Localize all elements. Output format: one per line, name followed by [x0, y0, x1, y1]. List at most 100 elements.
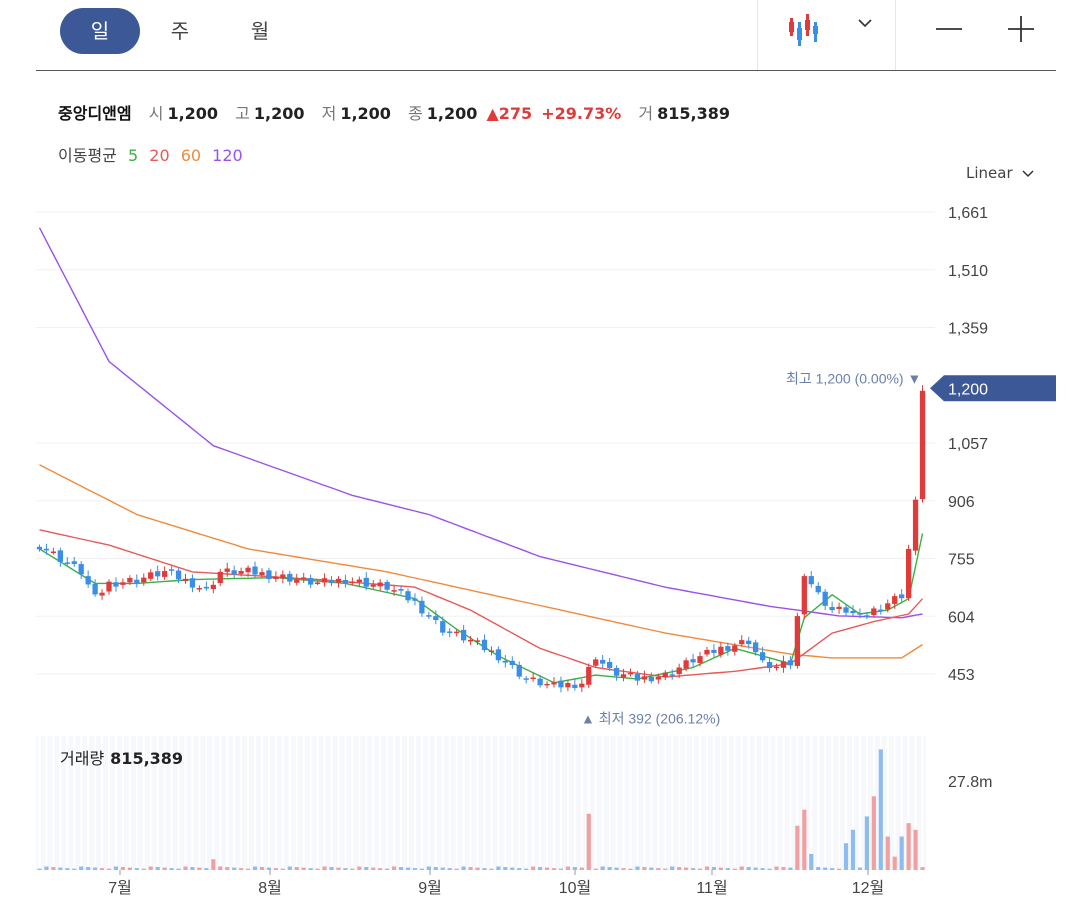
volume-axis-label: 27.8m [948, 774, 992, 791]
candle-body [134, 579, 140, 583]
candle-body [683, 660, 689, 669]
candle-body [586, 666, 592, 685]
candle-body [405, 591, 411, 601]
x-tick-label: 10월 [559, 879, 592, 897]
volume-bar [697, 868, 703, 870]
candle-body [433, 616, 439, 621]
volume-bar [725, 868, 730, 870]
volume-bar [885, 836, 890, 870]
volume-bar [642, 867, 647, 870]
candle-body [655, 676, 661, 680]
volume-bar [364, 867, 369, 870]
volume-bar [93, 867, 98, 870]
volume-bar [475, 867, 480, 870]
volume-header: 거래량 815,389 [60, 745, 183, 769]
volume-bar [489, 868, 494, 870]
volume-bar [572, 867, 577, 870]
candle-body [36, 546, 43, 550]
candle-body [627, 672, 634, 675]
volume-panel-label: 거래량 [60, 749, 105, 768]
volume-bar [106, 868, 112, 870]
y-tick-label: 604 [948, 609, 975, 626]
candle-body [120, 582, 126, 585]
volume-bar [141, 868, 146, 870]
volume-bar [753, 867, 758, 870]
close-value: 1,200 [426, 104, 478, 123]
volume-bar [51, 867, 56, 870]
volume-bar [524, 868, 529, 870]
y-tick-label: 1,510 [948, 263, 988, 280]
ma-5-label[interactable]: 5 [127, 146, 139, 165]
candle-body [301, 577, 307, 579]
candle-body [662, 672, 668, 677]
candle-body [878, 609, 884, 612]
current-price-label: 1,200 [948, 381, 988, 398]
candlestick-icon[interactable] [786, 12, 826, 48]
volume-bar [385, 868, 390, 870]
candle-body [440, 621, 446, 633]
scale-dropdown[interactable]: Linear [966, 164, 1034, 182]
volume-bar [538, 867, 543, 870]
chevron-down-icon[interactable] [856, 16, 874, 30]
tab-week[interactable]: 주 [170, 19, 190, 43]
tab-month[interactable]: 월 [250, 19, 270, 43]
candle-body [822, 591, 828, 606]
candle-body [495, 649, 502, 661]
candle-body [912, 499, 919, 551]
candle-body [537, 678, 543, 686]
ma-60-label[interactable]: 60 [180, 146, 202, 165]
plus-icon[interactable] [1006, 14, 1036, 44]
candle-body [530, 677, 536, 680]
candle-body [732, 645, 738, 652]
volume-bar [635, 866, 640, 870]
y-tick-label: 906 [948, 494, 975, 511]
tab-day[interactable]: 일 [60, 8, 140, 54]
candle-body [377, 582, 383, 587]
volume-bar [718, 867, 723, 870]
candle-body [259, 572, 265, 576]
candle-body [516, 664, 522, 677]
candle-body [467, 639, 474, 642]
candle-body [787, 660, 794, 666]
ma-20-label[interactable]: 20 [149, 146, 170, 165]
candle-body [113, 582, 119, 587]
scale-label: Linear [966, 164, 1013, 182]
candle-body [238, 571, 244, 574]
volume-bar [802, 809, 807, 870]
candle-body [71, 561, 77, 565]
candle-body [481, 639, 488, 651]
candle-body [148, 572, 154, 579]
volume-bar [148, 866, 153, 870]
current-price-tag [930, 375, 1056, 402]
x-tick-label: 11월 [696, 879, 727, 897]
volume-bar [906, 823, 911, 870]
divider [895, 0, 896, 70]
ma-120-label[interactable]: 120 [212, 146, 243, 165]
candle-body [892, 596, 898, 604]
moving-average-legend: 이동평균 5 20 60 120 [58, 142, 243, 166]
volume-bar [245, 868, 251, 870]
volume-bar [398, 867, 404, 870]
candle-body [460, 629, 467, 641]
period-tabs: 일 주 월 [60, 8, 300, 54]
volume-bar [218, 866, 223, 870]
volume-bar [760, 868, 765, 870]
volume-bar [287, 866, 292, 870]
minus-icon[interactable] [934, 16, 964, 42]
candle-body [141, 577, 147, 583]
y-tick-label: 1,057 [948, 436, 988, 453]
candle-body [454, 631, 460, 634]
volume-bar [343, 868, 348, 870]
candle-body [801, 576, 807, 615]
candle-body [252, 566, 258, 575]
candle-body [919, 390, 926, 500]
volume-bar [419, 868, 424, 870]
candle-body [419, 600, 425, 614]
volume-bar [837, 868, 842, 870]
low-value: 1,200 [340, 104, 391, 123]
candle-body [600, 659, 606, 664]
volume-bar [301, 867, 306, 870]
high-annotation: 최고 1,200 (0.00%) ▼ [786, 370, 921, 386]
candle-body [155, 571, 161, 577]
ma60-line [39, 464, 923, 659]
